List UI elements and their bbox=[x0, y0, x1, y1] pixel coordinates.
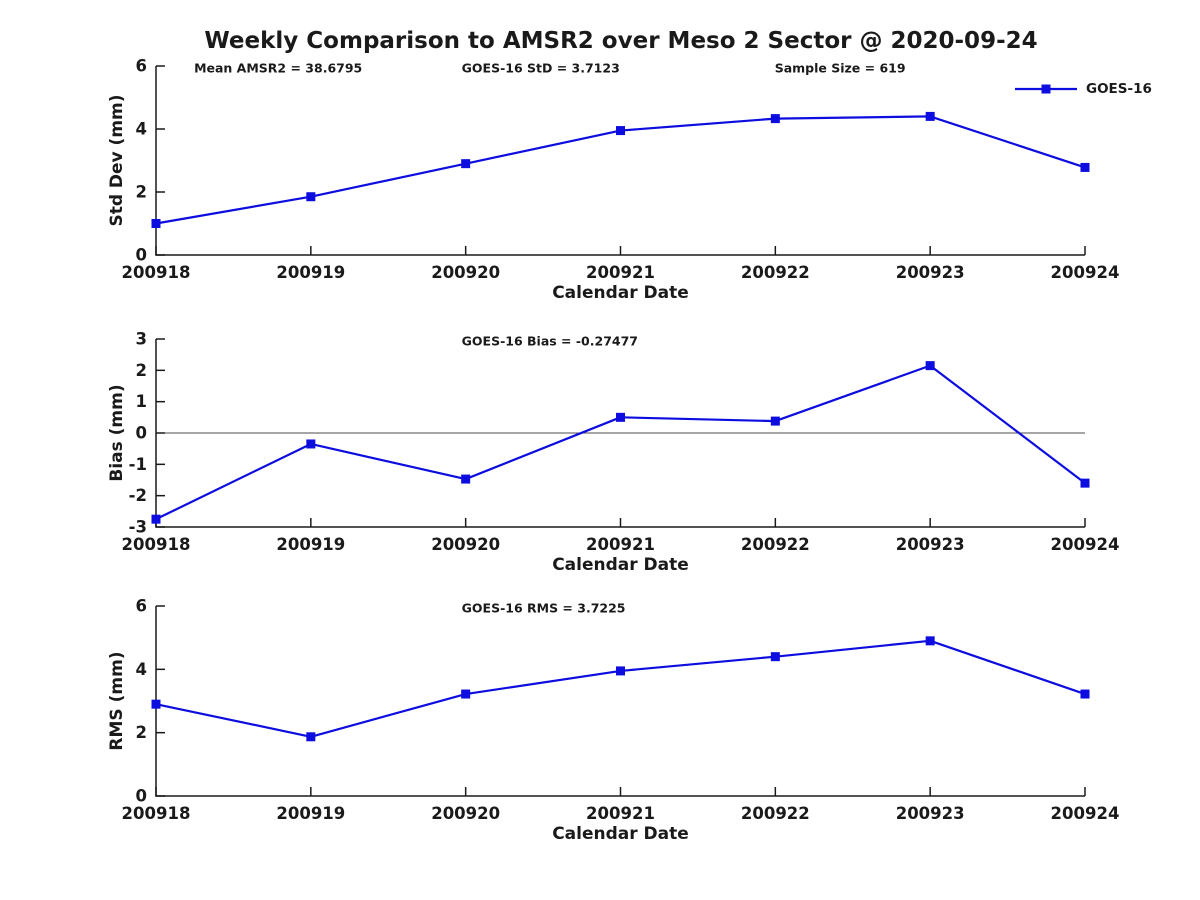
y-tick-label: 0 bbox=[136, 787, 147, 806]
y-axis-title: Std Dev (mm) bbox=[107, 94, 127, 226]
x-tick-label: 200919 bbox=[276, 263, 345, 282]
y-tick-label: 2 bbox=[136, 361, 147, 380]
subplot-std-dev: 0 2 4 6 200918 200919 200920 200921 200922 200923… bbox=[107, 57, 1152, 304]
y-tick-label: 6 bbox=[136, 57, 147, 76]
x-tick-label: 200923 bbox=[896, 535, 965, 554]
x-axis-title: Calendar Date bbox=[552, 824, 689, 844]
data-point-marker bbox=[151, 219, 161, 228]
x-tick-label: 200924 bbox=[1051, 263, 1120, 282]
annotation-text: GOES-16 RMS = 3.7225 bbox=[462, 601, 626, 616]
x-tick-label: 200922 bbox=[741, 535, 810, 554]
series-line bbox=[155, 364, 1086, 521]
annotation-text: GOES-16 StD = 3.7123 bbox=[462, 61, 620, 76]
data-point-marker bbox=[616, 412, 625, 422]
data-point-marker bbox=[1080, 478, 1090, 488]
x-tick-label: 200920 bbox=[431, 804, 500, 823]
data-point-marker bbox=[151, 514, 161, 524]
data-point-marker bbox=[616, 126, 625, 136]
y-axis-title: Bias (mm) bbox=[107, 384, 127, 481]
y-tick-label: 3 bbox=[136, 330, 147, 349]
y-tick-label: 6 bbox=[136, 597, 147, 616]
figure-title: Weekly Comparison to AMSR2 over Meso 2 S… bbox=[204, 28, 1037, 54]
annotation-text: Sample Size = 619 bbox=[775, 61, 906, 76]
x-tick-label: 200918 bbox=[122, 535, 191, 554]
data-point-marker bbox=[1080, 162, 1090, 172]
legend-marker bbox=[1041, 84, 1051, 94]
y-tick-label: 4 bbox=[136, 660, 147, 679]
y-tick-label: 2 bbox=[136, 723, 147, 742]
data-point-marker bbox=[925, 636, 935, 646]
x-tick-label: 200919 bbox=[276, 535, 345, 554]
x-tick-label: 200919 bbox=[276, 804, 345, 823]
y-axis-title: RMS (mm) bbox=[107, 651, 127, 750]
x-tick-label: 200920 bbox=[431, 263, 500, 282]
x-tick-label: 200921 bbox=[586, 535, 655, 554]
data-point-marker bbox=[461, 474, 471, 484]
y-tick-label: -1 bbox=[129, 455, 147, 474]
annotation-text: GOES-16 Bias = -0.27477 bbox=[462, 334, 638, 349]
series-line bbox=[155, 639, 1086, 738]
data-point-marker bbox=[770, 416, 780, 426]
y-tick-label: 1 bbox=[136, 392, 147, 411]
data-point-marker bbox=[1080, 689, 1090, 699]
data-point-marker bbox=[306, 192, 316, 202]
x-tick-label: 200922 bbox=[741, 263, 810, 282]
data-point-marker bbox=[306, 439, 316, 449]
annotation-text: Mean AMSR2 = 38.6795 bbox=[194, 61, 362, 76]
y-tick-label: -3 bbox=[129, 518, 147, 537]
data-point-marker bbox=[306, 732, 316, 742]
x-tick-label: 200922 bbox=[741, 804, 810, 823]
legend-label: GOES-16 bbox=[1086, 81, 1152, 97]
x-tick-label: 200924 bbox=[1051, 804, 1120, 823]
data-point-marker bbox=[616, 666, 625, 676]
x-tick-label: 200921 bbox=[586, 263, 655, 282]
data-point-marker bbox=[925, 111, 935, 121]
x-tick-label: 200918 bbox=[122, 263, 191, 282]
x-tick-label: 200920 bbox=[431, 535, 500, 554]
y-tick-label: -2 bbox=[129, 486, 147, 505]
subplot-bias: -3 -2 -1 0 1 2 3 200918 200919 200920 200921 200922… bbox=[107, 330, 1119, 576]
y-tick-label: 0 bbox=[136, 246, 147, 265]
subplot-rms: 0 2 4 6 200918 200919 200920 200921 200922 200923… bbox=[107, 597, 1119, 845]
x-tick-label: 200921 bbox=[586, 804, 655, 823]
x-axis-title: Calendar Date bbox=[552, 555, 689, 575]
y-tick-label: 4 bbox=[136, 120, 147, 139]
data-point-marker bbox=[770, 652, 780, 662]
data-point-marker bbox=[151, 699, 161, 709]
x-tick-label: 200923 bbox=[896, 804, 965, 823]
x-axis-title: Calendar Date bbox=[552, 283, 689, 303]
legend: GOES-16 bbox=[1015, 81, 1152, 97]
data-point-marker bbox=[770, 114, 780, 124]
x-tick-label: 200924 bbox=[1051, 535, 1120, 554]
data-point-marker bbox=[461, 159, 471, 169]
data-point-marker bbox=[461, 689, 471, 699]
y-tick-label: 0 bbox=[136, 424, 147, 443]
x-tick-label: 200923 bbox=[896, 263, 965, 282]
data-point-marker bbox=[925, 361, 935, 371]
x-tick-label: 200918 bbox=[122, 804, 191, 823]
y-tick-label: 2 bbox=[136, 183, 147, 202]
